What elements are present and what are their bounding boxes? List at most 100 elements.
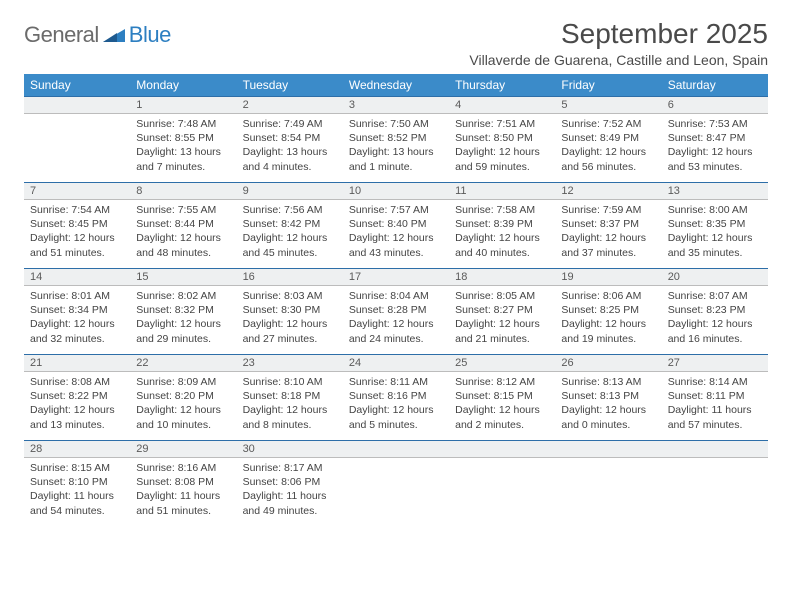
sunrise-text: Sunrise: 7:56 AM	[243, 203, 337, 217]
day-number: 5	[555, 96, 661, 114]
calendar-cell: 15Sunrise: 8:02 AMSunset: 8:32 PMDayligh…	[130, 268, 236, 354]
calendar-week-row: 21Sunrise: 8:08 AMSunset: 8:22 PMDayligh…	[24, 354, 768, 440]
calendar-cell: 3Sunrise: 7:50 AMSunset: 8:52 PMDaylight…	[343, 96, 449, 182]
sunset-text: Sunset: 8:35 PM	[668, 217, 762, 231]
sunset-text: Sunset: 8:40 PM	[349, 217, 443, 231]
daylight-text: Daylight: 12 hours and 45 minutes.	[243, 231, 337, 259]
sunrise-text: Sunrise: 8:14 AM	[668, 375, 762, 389]
sunrise-text: Sunrise: 8:11 AM	[349, 375, 443, 389]
day-number: 4	[449, 96, 555, 114]
calendar-cell: 17Sunrise: 8:04 AMSunset: 8:28 PMDayligh…	[343, 268, 449, 354]
sunset-text: Sunset: 8:18 PM	[243, 389, 337, 403]
sunset-text: Sunset: 8:10 PM	[30, 475, 124, 489]
day-number: 23	[237, 354, 343, 372]
sunset-text: Sunset: 8:15 PM	[455, 389, 549, 403]
day-details: Sunrise: 7:55 AMSunset: 8:44 PMDaylight:…	[130, 200, 236, 264]
day-number: 6	[662, 96, 768, 114]
sunset-text: Sunset: 8:50 PM	[455, 131, 549, 145]
day-number: 7	[24, 182, 130, 200]
sunrise-text: Sunrise: 8:04 AM	[349, 289, 443, 303]
calendar-cell: 25Sunrise: 8:12 AMSunset: 8:15 PMDayligh…	[449, 354, 555, 440]
sunrise-text: Sunrise: 7:53 AM	[668, 117, 762, 131]
sunrise-text: Sunrise: 8:12 AM	[455, 375, 549, 389]
daylight-text: Daylight: 12 hours and 53 minutes.	[668, 145, 762, 173]
daylight-text: Daylight: 12 hours and 21 minutes.	[455, 317, 549, 345]
day-number: 14	[24, 268, 130, 286]
day-number: 20	[662, 268, 768, 286]
calendar-cell: 14Sunrise: 8:01 AMSunset: 8:34 PMDayligh…	[24, 268, 130, 354]
daylight-text: Daylight: 12 hours and 10 minutes.	[136, 403, 230, 431]
daylight-text: Daylight: 12 hours and 51 minutes.	[30, 231, 124, 259]
day-number: 13	[662, 182, 768, 200]
sunset-text: Sunset: 8:23 PM	[668, 303, 762, 317]
sunset-text: Sunset: 8:34 PM	[30, 303, 124, 317]
daylight-text: Daylight: 12 hours and 59 minutes.	[455, 145, 549, 173]
day-number: .	[24, 96, 130, 114]
calendar-cell: 10Sunrise: 7:57 AMSunset: 8:40 PMDayligh…	[343, 182, 449, 268]
day-number: 22	[130, 354, 236, 372]
day-number: 10	[343, 182, 449, 200]
day-number: 12	[555, 182, 661, 200]
calendar-cell: 30Sunrise: 8:17 AMSunset: 8:06 PMDayligh…	[237, 440, 343, 526]
day-number: .	[343, 440, 449, 458]
daylight-text: Daylight: 12 hours and 24 minutes.	[349, 317, 443, 345]
day-details: Sunrise: 8:03 AMSunset: 8:30 PMDaylight:…	[237, 286, 343, 350]
logo: General Blue	[24, 22, 171, 48]
calendar-cell: 29Sunrise: 8:16 AMSunset: 8:08 PMDayligh…	[130, 440, 236, 526]
calendar-week-row: .1Sunrise: 7:48 AMSunset: 8:55 PMDayligh…	[24, 96, 768, 182]
day-details: Sunrise: 8:07 AMSunset: 8:23 PMDaylight:…	[662, 286, 768, 350]
day-number: 1	[130, 96, 236, 114]
sunrise-text: Sunrise: 8:03 AM	[243, 289, 337, 303]
calendar-cell: 22Sunrise: 8:09 AMSunset: 8:20 PMDayligh…	[130, 354, 236, 440]
day-header: Wednesday	[343, 74, 449, 96]
day-number: 30	[237, 440, 343, 458]
daylight-text: Daylight: 12 hours and 8 minutes.	[243, 403, 337, 431]
calendar-cell: 13Sunrise: 8:00 AMSunset: 8:35 PMDayligh…	[662, 182, 768, 268]
calendar-table: SundayMondayTuesdayWednesdayThursdayFrid…	[24, 74, 768, 526]
day-details: Sunrise: 8:13 AMSunset: 8:13 PMDaylight:…	[555, 372, 661, 436]
day-number: .	[449, 440, 555, 458]
sunrise-text: Sunrise: 8:09 AM	[136, 375, 230, 389]
day-header: Saturday	[662, 74, 768, 96]
sunset-text: Sunset: 8:39 PM	[455, 217, 549, 231]
calendar-cell: 23 Sunrise: 8:10 AMSunset: 8:18 PMDayligh…	[237, 354, 343, 440]
daylight-text: Daylight: 13 hours and 1 minute.	[349, 145, 443, 173]
daylight-text: Daylight: 12 hours and 40 minutes.	[455, 231, 549, 259]
daylight-text: Daylight: 12 hours and 27 minutes.	[243, 317, 337, 345]
daylight-text: Daylight: 12 hours and 48 minutes.	[136, 231, 230, 259]
calendar-header-row: SundayMondayTuesdayWednesdayThursdayFrid…	[24, 74, 768, 96]
calendar-cell: 5Sunrise: 7:52 AMSunset: 8:49 PMDaylight…	[555, 96, 661, 182]
day-number: 27	[662, 354, 768, 372]
sunset-text: Sunset: 8:28 PM	[349, 303, 443, 317]
sunset-text: Sunset: 8:13 PM	[561, 389, 655, 403]
calendar-week-row: 28Sunrise: 8:15 AMSunset: 8:10 PMDayligh…	[24, 440, 768, 526]
day-number: 3	[343, 96, 449, 114]
day-details: Sunrise: 8:16 AMSunset: 8:08 PMDaylight:…	[130, 458, 236, 522]
sunrise-text: Sunrise: 8:02 AM	[136, 289, 230, 303]
day-details: Sunrise: 7:51 AMSunset: 8:50 PMDaylight:…	[449, 114, 555, 178]
day-details: Sunrise: 7:48 AMSunset: 8:55 PMDaylight:…	[130, 114, 236, 178]
daylight-text: Daylight: 12 hours and 16 minutes.	[668, 317, 762, 345]
sunrise-text: Sunrise: 8:08 AM	[30, 375, 124, 389]
calendar-week-row: 7Sunrise: 7:54 AMSunset: 8:45 PMDaylight…	[24, 182, 768, 268]
day-details: Sunrise: 8:04 AMSunset: 8:28 PMDaylight:…	[343, 286, 449, 350]
day-details: Sunrise: 7:50 AMSunset: 8:52 PMDaylight:…	[343, 114, 449, 178]
calendar-body: .1Sunrise: 7:48 AMSunset: 8:55 PMDayligh…	[24, 96, 768, 526]
day-number: .	[662, 440, 768, 458]
calendar-cell: 9Sunrise: 7:56 AMSunset: 8:42 PMDaylight…	[237, 182, 343, 268]
day-details: Sunrise: 8:00 AMSunset: 8:35 PMDaylight:…	[662, 200, 768, 264]
logo-text-general: General	[24, 22, 99, 48]
day-details: Sunrise: 8:06 AMSunset: 8:25 PMDaylight:…	[555, 286, 661, 350]
day-details: Sunrise: 8:15 AMSunset: 8:10 PMDaylight:…	[24, 458, 130, 522]
day-header: Thursday	[449, 74, 555, 96]
day-details: Sunrise: 8:17 AMSunset: 8:06 PMDaylight:…	[237, 458, 343, 522]
daylight-text: Daylight: 12 hours and 56 minutes.	[561, 145, 655, 173]
daylight-text: Daylight: 12 hours and 19 minutes.	[561, 317, 655, 345]
calendar-cell: 12Sunrise: 7:59 AMSunset: 8:37 PMDayligh…	[555, 182, 661, 268]
day-header: Friday	[555, 74, 661, 96]
sunrise-text: Sunrise: 7:57 AM	[349, 203, 443, 217]
calendar-cell: .	[555, 440, 661, 526]
sunrise-text: Sunrise: 8:10 AM	[243, 375, 337, 389]
day-number: 11	[449, 182, 555, 200]
calendar-cell: .	[24, 96, 130, 182]
